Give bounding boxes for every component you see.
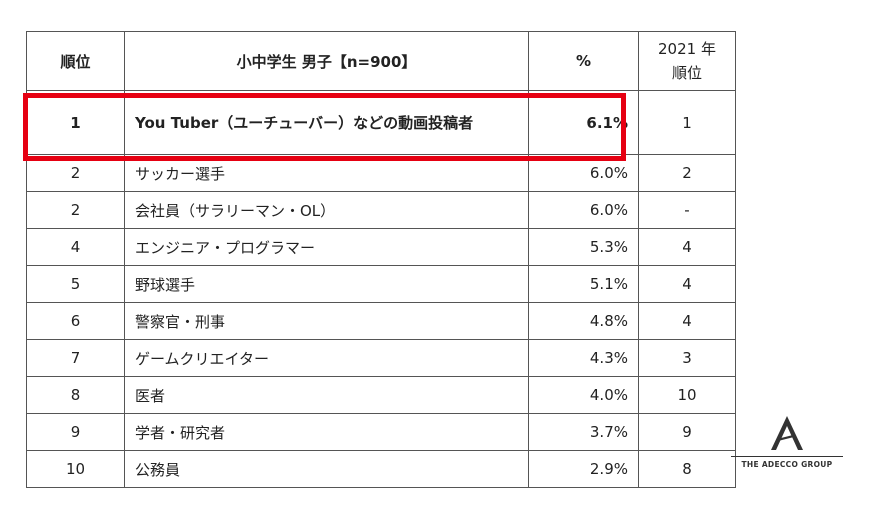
ranking-table: 順位 小中学生 男子【n=900】 % 2021 年 順位 1 You Tube… — [26, 31, 736, 488]
job-cell: 医者 — [124, 376, 529, 414]
table-row: 7 ゲームクリエイター 4.3% 3 — [26, 339, 736, 377]
table-row: 1 You Tuber（ユーチューバー）などの動画投稿者 6.1% 1 — [26, 90, 736, 155]
rank-cell: 6 — [26, 302, 125, 340]
header-job: 小中学生 男子【n=900】 — [124, 31, 529, 91]
header-rank: 順位 — [26, 31, 125, 91]
prev-rank-cell: 2 — [638, 154, 736, 192]
table-row: 4 エンジニア・プログラマー 5.3% 4 — [26, 228, 736, 266]
rank-cell: 8 — [26, 376, 125, 414]
percent-cell: 5.3% — [528, 228, 639, 266]
percent-cell: 4.3% — [528, 339, 639, 377]
percent-cell: 6.1% — [528, 90, 639, 155]
logo-text: THE ADECCO GROUP — [741, 460, 833, 469]
job-cell: 学者・研究者 — [124, 413, 529, 451]
prev-rank-cell: 4 — [638, 228, 736, 266]
rank-cell: 1 — [26, 90, 125, 155]
rank-cell: 2 — [26, 191, 125, 229]
job-cell: 野球選手 — [124, 265, 529, 303]
prev-rank-cell: - — [638, 191, 736, 229]
job-cell: 公務員 — [124, 450, 529, 488]
percent-cell: 3.7% — [528, 413, 639, 451]
table-row: 2 会社員（サラリーマン・OL） 6.0% - — [26, 191, 736, 229]
prev-rank-cell: 1 — [638, 90, 736, 155]
rank-cell: 5 — [26, 265, 125, 303]
percent-cell: 6.0% — [528, 191, 639, 229]
adecco-a-logo-icon — [771, 416, 803, 450]
header-row: 順位 小中学生 男子【n=900】 % 2021 年 順位 — [26, 31, 736, 91]
table-row: 5 野球選手 5.1% 4 — [26, 265, 736, 303]
rank-cell: 2 — [26, 154, 125, 192]
job-cell: 警察官・刑事 — [124, 302, 529, 340]
header-percent: % — [528, 31, 639, 91]
prev-rank-cell: 8 — [638, 450, 736, 488]
header-prev-rank-text: 2021 年 順位 — [658, 40, 716, 82]
percent-cell: 4.0% — [528, 376, 639, 414]
table-row: 6 警察官・刑事 4.8% 4 — [26, 302, 736, 340]
prev-rank-cell: 4 — [638, 265, 736, 303]
job-cell: 会社員（サラリーマン・OL） — [124, 191, 529, 229]
prev-rank-cell: 4 — [638, 302, 736, 340]
table-row: 8 医者 4.0% 10 — [26, 376, 736, 414]
adecco-logo: THE ADECCO GROUP — [731, 412, 843, 472]
table-row: 9 学者・研究者 3.7% 9 — [26, 413, 736, 451]
percent-cell: 2.9% — [528, 450, 639, 488]
percent-cell: 6.0% — [528, 154, 639, 192]
job-cell: サッカー選手 — [124, 154, 529, 192]
rank-cell: 4 — [26, 228, 125, 266]
prev-rank-cell: 9 — [638, 413, 736, 451]
job-cell: You Tuber（ユーチューバー）などの動画投稿者 — [124, 90, 529, 155]
header-prev-rank: 2021 年 順位 — [638, 31, 736, 91]
rank-cell: 10 — [26, 450, 125, 488]
percent-cell: 5.1% — [528, 265, 639, 303]
prev-rank-cell: 10 — [638, 376, 736, 414]
rank-cell: 9 — [26, 413, 125, 451]
percent-cell: 4.8% — [528, 302, 639, 340]
table-row: 2 サッカー選手 6.0% 2 — [26, 154, 736, 192]
job-cell: エンジニア・プログラマー — [124, 228, 529, 266]
logo-divider — [731, 456, 843, 457]
rank-cell: 7 — [26, 339, 125, 377]
prev-rank-cell: 3 — [638, 339, 736, 377]
job-cell: ゲームクリエイター — [124, 339, 529, 377]
table-row: 10 公務員 2.9% 8 — [26, 450, 736, 488]
